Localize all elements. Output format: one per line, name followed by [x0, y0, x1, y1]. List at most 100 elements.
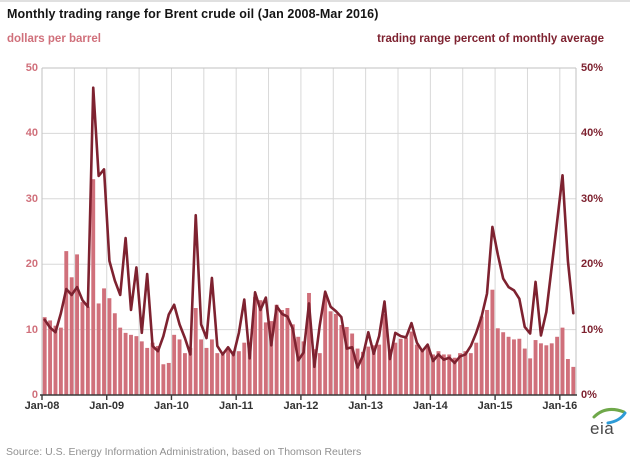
bar	[231, 351, 236, 395]
bar	[161, 364, 166, 395]
bar	[361, 351, 365, 395]
bar	[96, 303, 101, 395]
eia-logo: eia	[584, 403, 628, 447]
page-title: Monthly trading range for Brent crude oi…	[7, 7, 379, 21]
bar	[253, 296, 257, 395]
bar	[334, 313, 338, 395]
bar	[495, 328, 500, 395]
bar	[441, 354, 446, 395]
bar	[468, 353, 473, 395]
bar	[134, 336, 139, 395]
bar	[129, 334, 133, 395]
bar	[102, 288, 106, 395]
bar	[533, 340, 538, 395]
bar	[263, 322, 268, 395]
x-tick-label: Jan-12	[283, 400, 319, 412]
x-tick-label: Jan-13	[348, 400, 384, 412]
bar	[204, 347, 209, 395]
bar	[560, 327, 565, 395]
bar	[312, 349, 317, 395]
bar	[301, 341, 306, 395]
bar	[296, 336, 301, 395]
bar	[420, 349, 425, 395]
bar	[425, 347, 430, 395]
bar	[188, 347, 193, 395]
bar	[344, 326, 349, 395]
source-note: Source: U.S. Energy Information Administ…	[6, 446, 362, 458]
bar	[242, 342, 247, 395]
bar	[323, 296, 328, 395]
bar	[414, 344, 419, 395]
bar	[280, 309, 284, 395]
bar	[382, 313, 387, 395]
right-y-tick-label: 10%	[581, 323, 604, 336]
right-y-tick-label: 40%	[581, 127, 604, 140]
bar	[328, 311, 333, 395]
bar	[269, 321, 274, 395]
left-y-tick-label: 40	[25, 127, 38, 140]
bar	[156, 345, 160, 395]
bar	[80, 302, 85, 395]
bar	[193, 308, 198, 395]
x-tick-label: Jan-09	[89, 400, 125, 412]
bar	[307, 292, 311, 395]
bar	[290, 324, 295, 395]
bar	[317, 353, 322, 395]
bar	[145, 347, 150, 395]
bar	[409, 331, 414, 395]
bar	[355, 348, 360, 395]
left-y-tick-label: 10	[25, 323, 38, 336]
bar	[431, 354, 435, 395]
eia-logo-text: eia	[590, 419, 615, 438]
bar	[177, 339, 182, 395]
bar	[183, 353, 187, 395]
bar	[199, 339, 204, 395]
x-tick-label: Jan-16	[542, 400, 578, 412]
bar	[258, 300, 263, 395]
bar	[447, 354, 452, 395]
bar	[220, 354, 225, 395]
left-y-tick-label: 30	[25, 192, 38, 205]
x-tick-label: Jan-11	[219, 400, 254, 412]
bar	[506, 336, 511, 395]
bar	[236, 351, 241, 395]
eia-logo-swoosh-icon	[592, 407, 627, 425]
bar	[209, 339, 214, 395]
bar	[48, 320, 53, 395]
bar	[91, 179, 96, 395]
bar	[274, 304, 279, 395]
bar	[166, 362, 171, 395]
left-y-tick-label: 0	[31, 389, 38, 401]
bar	[452, 357, 457, 395]
bar	[501, 332, 506, 395]
bar	[377, 344, 382, 395]
right-axis-title: trading range percent of monthly average	[377, 33, 604, 45]
left-axis-title: dollars per barrel	[7, 33, 101, 45]
bar	[139, 341, 144, 395]
x-tick-label: Jan-10	[154, 400, 189, 412]
right-y-tick-label: 50%	[581, 62, 604, 74]
bar	[490, 289, 495, 395]
right-y-tick-label: 20%	[581, 258, 604, 271]
line-series	[43, 86, 575, 369]
bar	[393, 342, 398, 395]
bar	[172, 334, 177, 395]
bar	[522, 348, 527, 395]
left-y-tick-label: 20	[25, 258, 38, 271]
bar	[215, 353, 220, 395]
bar	[458, 353, 462, 395]
bar	[118, 327, 123, 395]
right-y-tick-label: 30%	[581, 192, 604, 205]
bar	[69, 277, 74, 395]
bar	[85, 306, 90, 395]
bar	[366, 346, 371, 395]
bar	[371, 345, 376, 395]
bar	[539, 343, 543, 395]
bar	[517, 338, 522, 395]
bar	[549, 343, 554, 395]
bar	[565, 359, 570, 395]
bar	[112, 313, 117, 395]
right-y-tick-label: 0%	[581, 389, 597, 401]
bar	[387, 349, 392, 395]
